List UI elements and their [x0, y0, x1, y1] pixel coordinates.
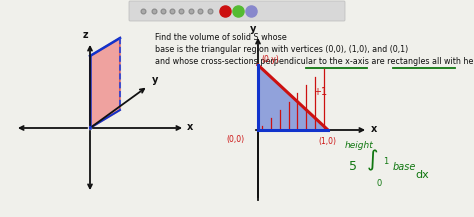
Text: y: y [250, 24, 256, 34]
Text: and whose cross-sections perpendicular to the x-axis are rectangles all with hei: and whose cross-sections perpendicular t… [155, 57, 474, 66]
Text: 0: 0 [377, 179, 382, 188]
Text: +1: +1 [313, 87, 327, 97]
Text: ∫: ∫ [367, 149, 379, 171]
Polygon shape [90, 38, 120, 128]
Text: x: x [371, 124, 377, 134]
Text: 5: 5 [349, 160, 357, 173]
Text: x: x [187, 122, 193, 132]
Text: base is the triangular region with vertices (0,0), (1,0), and (0,1): base is the triangular region with verti… [155, 45, 408, 54]
Text: height: height [345, 141, 374, 150]
Text: base: base [393, 162, 416, 172]
Text: 1: 1 [383, 157, 388, 166]
Text: Find the volume of solid S whose: Find the volume of solid S whose [155, 33, 287, 42]
Text: (1,0): (1,0) [318, 137, 336, 146]
Text: dx: dx [415, 170, 429, 180]
Text: (0,y): (0,y) [261, 55, 279, 64]
Polygon shape [258, 65, 328, 130]
FancyBboxPatch shape [129, 1, 345, 21]
Text: (0,0): (0,0) [226, 135, 244, 144]
Text: z: z [83, 30, 89, 40]
Text: y: y [152, 75, 158, 85]
